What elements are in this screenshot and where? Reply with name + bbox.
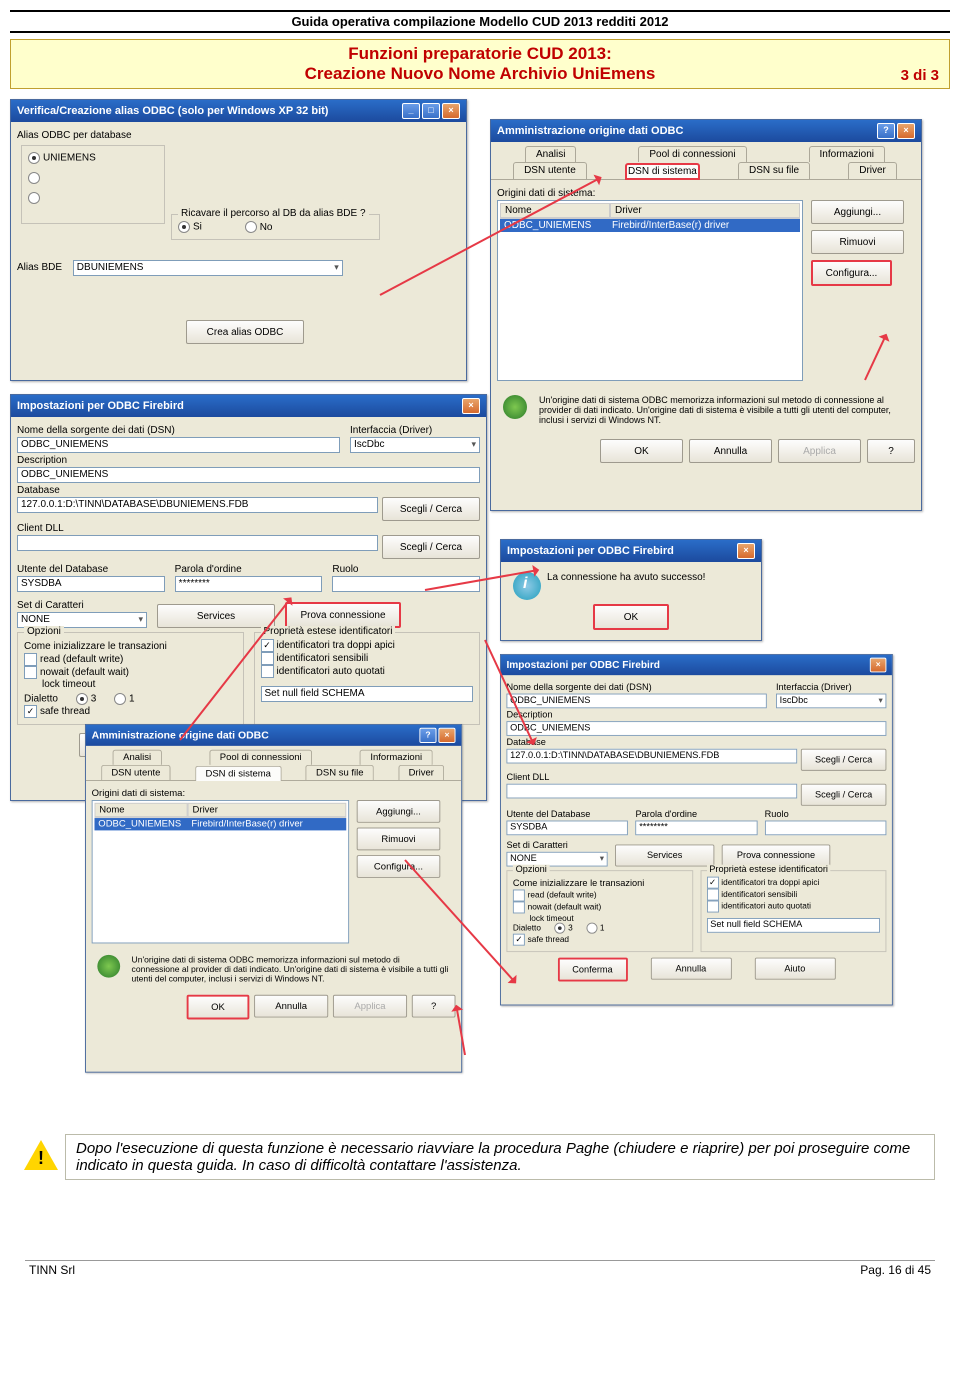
page-header: Guida operativa compilazione Modello CUD…	[10, 10, 950, 33]
dsn-listbox[interactable]: NomeDriver ODBC_UNIEMENSFirebird/InterBa…	[497, 200, 803, 381]
screenshots-canvas: Verifica/Creazione alias ODBC (solo per …	[10, 99, 950, 1119]
test-connection-button[interactable]: Prova connessione	[285, 602, 401, 628]
tab-dsn-sistema[interactable]: DSN di sistema	[625, 163, 700, 180]
crea-alias-button[interactable]: Crea alias ODBC	[186, 320, 304, 344]
globe-icon	[503, 395, 527, 419]
remove-button[interactable]: Rimuovi	[811, 230, 904, 254]
title-page-indicator: 3 di 3	[901, 67, 939, 84]
win-odbc-admin-1: Amministrazione origine dati ODBC?× Anal…	[490, 119, 922, 511]
close-icon[interactable]: ×	[897, 123, 915, 139]
close-icon[interactable]: ×	[462, 398, 480, 414]
success-ok-button[interactable]: OK	[593, 604, 669, 630]
user-input[interactable]: SYSDBA	[17, 576, 165, 592]
config-button[interactable]: Configura...	[811, 260, 892, 286]
win-verifica-alias: Verifica/Creazione alias ODBC (solo per …	[10, 99, 467, 381]
radio-uniemens[interactable]	[28, 152, 40, 164]
services-button[interactable]: Services	[157, 604, 275, 628]
info-icon	[513, 572, 541, 600]
title-box: Funzioni preparatorie CUD 2013: Creazion…	[10, 39, 950, 89]
apply-button: Applica	[778, 439, 861, 463]
db-input[interactable]: 127.0.0.1:D:\TINN\DATABASE\DBUNIEMENS.FD…	[17, 497, 378, 513]
win-odbc-admin-2: Amministrazione origine dati ODBC?× Anal…	[85, 724, 462, 1073]
title-line2: Creazione Nuovo Nome Archivio UniEmens	[305, 64, 656, 84]
ok-button[interactable]: OK	[600, 439, 683, 463]
help-button[interactable]: ?	[867, 439, 915, 463]
warning-icon	[24, 1140, 58, 1170]
warning-note: Dopo l'esecuzione di questa funzione è n…	[65, 1134, 935, 1180]
close-icon[interactable]: ×	[737, 543, 755, 559]
pass-input[interactable]: ********	[175, 576, 323, 592]
page-footer: TINN Srl Pag. 16 di 45	[25, 1260, 935, 1279]
title-line1: Funzioni preparatorie CUD 2013:	[21, 44, 939, 64]
globe-icon	[97, 955, 120, 978]
role-input[interactable]	[332, 576, 480, 592]
iface-dropdown[interactable]: IscDbc	[350, 437, 480, 453]
win-success: Impostazioni per ODBC Firebird× La conne…	[500, 539, 762, 641]
client-input[interactable]	[17, 535, 378, 551]
cancel-button[interactable]: Annulla	[689, 439, 772, 463]
maximize-icon[interactable]: □	[422, 103, 440, 119]
radio-si[interactable]	[178, 221, 190, 233]
bde-dropdown[interactable]: DBUNIEMENS	[73, 260, 343, 276]
close-icon[interactable]: ×	[442, 103, 460, 119]
ok-button-2[interactable]: OK	[187, 995, 250, 1020]
win-fb-settings-2: Impostazioni per ODBC Firebird× Nome del…	[500, 654, 893, 1005]
minimize-icon[interactable]: _	[402, 103, 420, 119]
scegli-button-1[interactable]: Scegli / Cerca	[382, 497, 480, 521]
close-icon[interactable]: ×	[870, 658, 887, 673]
dsn-input[interactable]: ODBC_UNIEMENS	[17, 437, 340, 453]
conferma-button-2[interactable]: Conferma	[558, 958, 628, 982]
radio-no[interactable]	[245, 221, 257, 233]
add-button[interactable]: Aggiungi...	[811, 200, 904, 224]
odbc-tabs: AnalisiPool di connessioniInformazioni D…	[491, 142, 921, 180]
desc-input[interactable]: ODBC_UNIEMENS	[17, 467, 480, 483]
titlebar-verifica: Verifica/Creazione alias ODBC (solo per …	[11, 100, 466, 122]
scegli-button-2[interactable]: Scegli / Cerca	[382, 535, 480, 559]
help-icon[interactable]: ?	[877, 123, 895, 139]
